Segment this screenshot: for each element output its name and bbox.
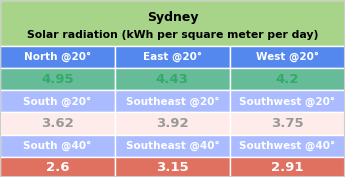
Bar [230, 112, 345, 135]
Text: 3.92: 3.92 [156, 117, 189, 130]
Bar [230, 46, 345, 68]
Text: 4.95: 4.95 [41, 73, 74, 86]
Bar [115, 68, 230, 90]
Text: Southwest @40°: Southwest @40° [239, 140, 335, 151]
Bar [0, 157, 115, 177]
Text: Southeast @40°: Southeast @40° [126, 140, 219, 151]
Bar [115, 157, 230, 177]
Bar [230, 135, 345, 157]
Bar [230, 68, 345, 90]
Text: 4.2: 4.2 [276, 73, 299, 86]
Bar [0, 0, 345, 46]
Text: South @40°: South @40° [23, 140, 91, 151]
Text: Southeast @20°: Southeast @20° [126, 96, 219, 107]
Text: Solar radiation (kWh per square meter per day): Solar radiation (kWh per square meter pe… [27, 30, 318, 39]
Bar [0, 68, 115, 90]
Text: 3.15: 3.15 [156, 161, 189, 174]
Text: 3.62: 3.62 [41, 117, 74, 130]
Text: 2.91: 2.91 [271, 161, 304, 174]
Bar [115, 90, 230, 112]
Text: South @20°: South @20° [23, 96, 91, 107]
Bar [115, 135, 230, 157]
Text: West @20°: West @20° [256, 52, 319, 62]
Text: Sydney: Sydney [147, 11, 198, 24]
Text: 4.43: 4.43 [156, 73, 189, 86]
Text: East @20°: East @20° [143, 52, 202, 62]
Bar [0, 90, 115, 112]
Bar [0, 46, 115, 68]
Text: 2.6: 2.6 [46, 161, 69, 174]
Bar [115, 46, 230, 68]
Text: 3.75: 3.75 [271, 117, 304, 130]
Bar [0, 112, 115, 135]
Bar [230, 90, 345, 112]
Text: North @20°: North @20° [24, 52, 91, 62]
Bar [0, 135, 115, 157]
Bar [115, 112, 230, 135]
Text: Southwest @20°: Southwest @20° [239, 96, 335, 107]
Bar [230, 157, 345, 177]
